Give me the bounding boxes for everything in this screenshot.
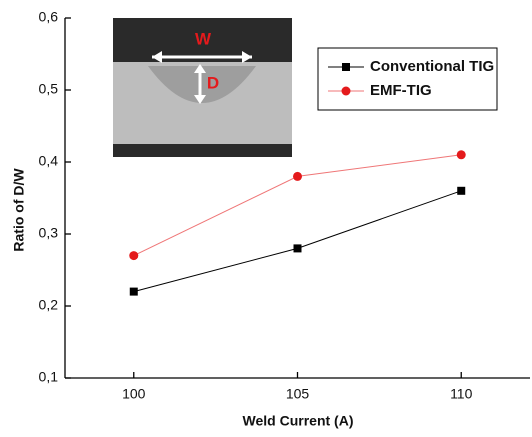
width-label: W: [195, 29, 212, 48]
inset-photo: W D: [113, 18, 292, 157]
series-line: [134, 155, 461, 256]
marker: [457, 187, 465, 195]
marker: [293, 172, 302, 181]
y-tick-label: 0,4: [39, 153, 59, 169]
legend-label: EMF-TIG: [370, 82, 432, 99]
marker: [294, 244, 302, 252]
marker: [129, 251, 138, 260]
x-tick-label: 100: [122, 386, 146, 402]
y-tick-label: 0,5: [39, 81, 59, 97]
y-tick-label: 0,3: [39, 225, 59, 241]
marker: [130, 288, 138, 296]
legend-label: Conventional TIG: [370, 58, 494, 75]
legend-marker: [342, 87, 351, 96]
y-tick-label: 0,2: [39, 297, 59, 313]
legend-marker: [342, 63, 350, 71]
depth-label: D: [207, 73, 219, 92]
x-tick-label: 110: [450, 386, 473, 402]
chart: W D Ratio of D/W Weld Current (A) 0,1 0,2…: [0, 0, 532, 437]
y-axis-label: Ratio of D/W: [11, 168, 27, 252]
x-axis-label: Weld Current (A): [243, 413, 354, 429]
x-tick-label: 105: [286, 386, 310, 402]
y-tick-label: 0,1: [39, 369, 59, 385]
y-tick-label: 0,6: [39, 9, 59, 25]
series-line: [134, 191, 461, 292]
marker: [457, 150, 466, 159]
